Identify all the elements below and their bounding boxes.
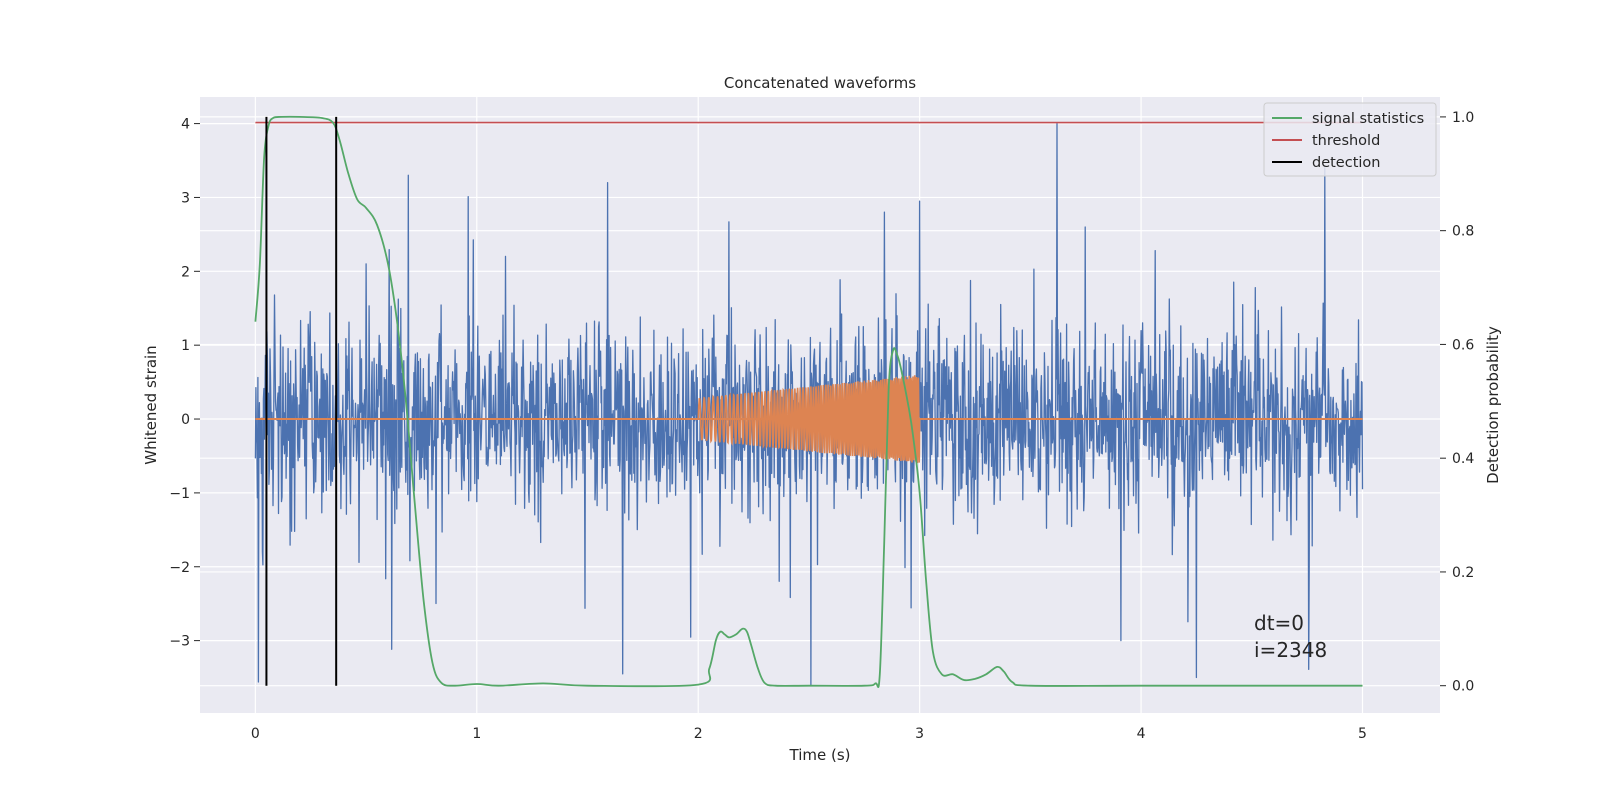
y-tick-label: −3 [169,634,190,650]
x-tick-label: 1 [472,726,481,742]
y-axis-label: Whitened strain [142,345,160,464]
y-right-tick-label: 1.0 [1452,110,1474,126]
y-tick-label: −1 [169,486,190,502]
y-right-tick-label: 0.2 [1452,565,1474,581]
chart-title: Concatenated waveforms [724,74,916,92]
plot-content [254,115,1364,688]
y-axis-label-right: Detection probability [1484,326,1502,484]
y-tick-label: 2 [181,264,190,280]
annotation-i: i=2348 [1254,638,1327,662]
y-right-tick-label: 0.6 [1452,337,1474,353]
y-right-tick-label: 0.4 [1452,451,1474,467]
x-tick-label: 0 [251,726,260,742]
legend: signal statistics threshold detection [1263,102,1437,177]
y-tick-label: 0 [181,412,190,428]
x-tick-label: 4 [1137,726,1146,742]
legend-frame [1263,102,1437,177]
legend-label: detection [1312,155,1380,171]
legend-label: threshold [1312,133,1380,149]
x-tick-label: 3 [915,726,924,742]
x-tick-label: 5 [1358,726,1367,742]
y-tick-label: 1 [181,338,190,354]
axis-ticks: 0 1 2 3 4 5 −3 −2 −1 0 1 2 3 4 0.0 0.2 0.4 0.6 0.8 1.0 [169,110,1474,742]
y-tick-label: 4 [181,117,190,133]
y-right-tick-label: 0.0 [1452,679,1474,695]
annotation-dt: dt=0 [1254,611,1304,635]
waveform-chirp [697,375,921,464]
x-axis-label: Time (s) [789,746,851,764]
y-tick-label: 3 [181,190,190,206]
x-tick-label: 2 [694,726,703,742]
y-right-tick-label: 0.8 [1452,224,1474,240]
y-tick-label: −2 [169,560,190,576]
signal-statistics-line [254,115,1363,688]
legend-label: signal statistics [1312,111,1424,127]
gridlines [200,97,1440,713]
